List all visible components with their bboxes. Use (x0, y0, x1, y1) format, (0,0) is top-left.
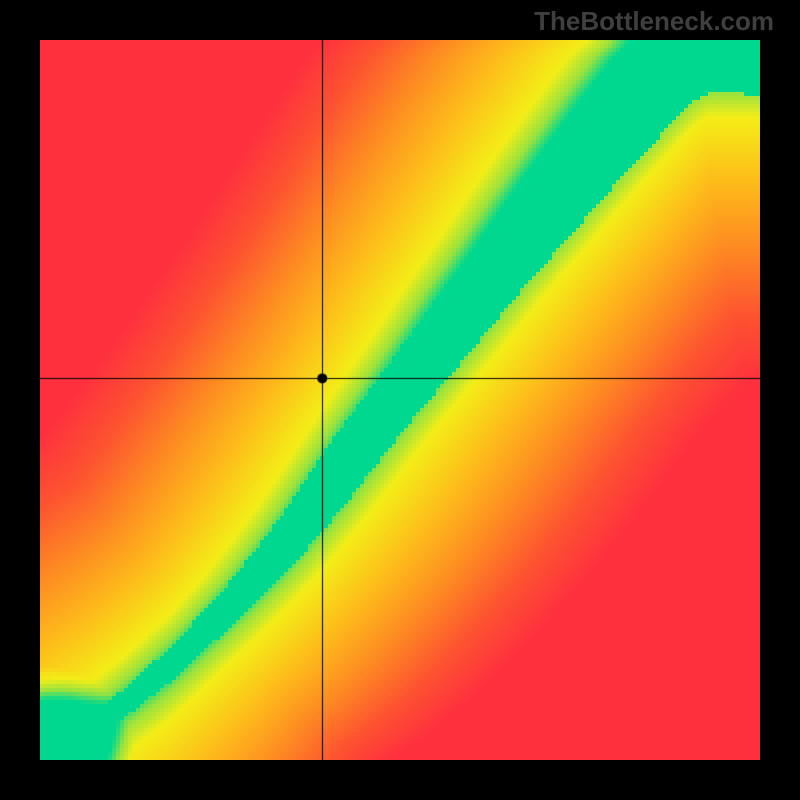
watermark-text: TheBottleneck.com (534, 6, 774, 37)
crosshair-overlay (40, 40, 760, 760)
chart-container: TheBottleneck.com (0, 0, 800, 800)
